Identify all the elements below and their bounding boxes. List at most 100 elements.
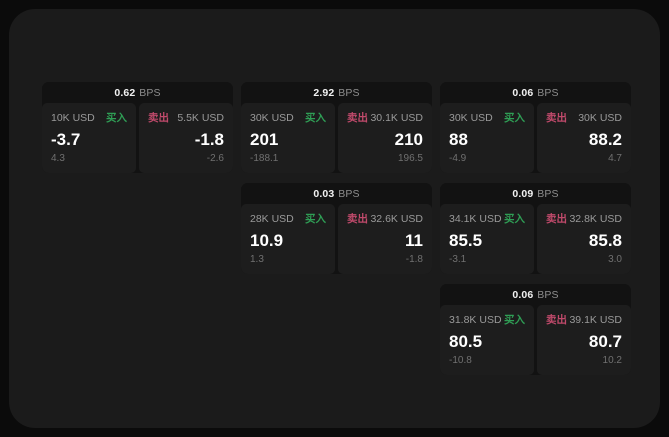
sell-tag[interactable]: 卖出 (546, 314, 567, 326)
buy-side-header: 10K USD 买入 (51, 111, 127, 125)
sell-side-panel[interactable]: 卖出 5.5K USD -1.8 -2.6 (139, 103, 233, 173)
buy-side-header: 34.1K USD 买入 (449, 212, 525, 226)
sell-secondary-value: 4.7 (608, 153, 622, 164)
sell-secondary-value: 10.2 (602, 355, 622, 366)
bps-unit-label: BPS (338, 187, 360, 200)
card-body: 31.8K USD 买入 80.5 -10.8 卖出 39.1K USD 80.7 10.2 (440, 305, 631, 375)
bps-value: 0.62 (114, 86, 136, 99)
sell-size-label: 30.1K USD (370, 111, 423, 124)
sell-tag[interactable]: 卖出 (546, 213, 567, 225)
spread-cards-board: 0.62 BPS 10K USD 买入 -3.7 4.3 卖出 5.5K USD -1.8 -2.… (38, 82, 635, 375)
buy-side-panel[interactable]: 34.1K USD 买入 85.5 -3.1 (440, 204, 534, 274)
sell-price: -1.8 (194, 130, 224, 149)
sell-tag[interactable]: 卖出 (148, 112, 169, 124)
buy-price: 85.5 (449, 231, 483, 250)
buy-size-label: 30K USD (250, 111, 294, 124)
buy-secondary-value: -188.1 (250, 153, 279, 164)
buy-side-panel[interactable]: 28K USD 买入 10.9 1.3 (241, 204, 335, 274)
bps-value: 0.06 (512, 86, 534, 99)
buy-side-header: 31.8K USD 买入 (449, 313, 525, 327)
card-bps-header: 0.06 BPS (440, 82, 631, 103)
bps-unit-label: BPS (537, 187, 559, 200)
buy-size-label: 31.8K USD (449, 313, 502, 326)
buy-side-header: 30K USD 买入 (250, 111, 326, 125)
sell-secondary-value: -2.6 (206, 153, 224, 164)
card-body: 28K USD 买入 10.9 1.3 卖出 32.6K USD 11 -1.8 (241, 204, 432, 274)
spread-card[interactable]: 0.09 BPS 34.1K USD 买入 85.5 -3.1 卖出 32.8K USD 85.… (440, 183, 631, 274)
sell-secondary-value: -1.8 (405, 254, 423, 265)
buy-tag[interactable]: 买入 (504, 314, 525, 326)
sell-tag[interactable]: 卖出 (347, 112, 368, 124)
buy-size-label: 28K USD (250, 212, 294, 225)
buy-side-header: 30K USD 买入 (449, 111, 525, 125)
sell-price: 85.8 (588, 231, 622, 250)
buy-tag[interactable]: 买入 (305, 213, 326, 225)
spread-card[interactable]: 0.03 BPS 28K USD 买入 10.9 1.3 卖出 32.6K USD 11 -1.8 (241, 183, 432, 274)
bps-value: 0.06 (512, 288, 534, 301)
buy-tag[interactable]: 买入 (504, 213, 525, 225)
sell-size-label: 32.8K USD (569, 212, 622, 225)
buy-secondary-value: 4.3 (51, 153, 65, 164)
sell-price: 88.2 (588, 130, 622, 149)
buy-side-panel[interactable]: 31.8K USD 买入 80.5 -10.8 (440, 305, 534, 375)
sell-side-panel[interactable]: 卖出 30K USD 88.2 4.7 (537, 103, 631, 173)
spread-card[interactable]: 0.62 BPS 10K USD 买入 -3.7 4.3 卖出 5.5K USD -1.8 -2.… (42, 82, 233, 173)
sell-size-label: 5.5K USD (177, 111, 224, 124)
sell-price: 80.7 (588, 332, 622, 351)
sell-price: 11 (405, 231, 423, 250)
bps-value: 0.03 (313, 187, 335, 200)
sell-side-panel[interactable]: 卖出 30.1K USD 210 196.5 (338, 103, 432, 173)
buy-side-header: 28K USD 买入 (250, 212, 326, 226)
spread-card[interactable]: 0.06 BPS 31.8K USD 买入 80.5 -10.8 卖出 39.1K USD 80… (440, 284, 631, 375)
sell-size-label: 39.1K USD (569, 313, 622, 326)
sell-price: 210 (394, 130, 423, 149)
buy-size-label: 10K USD (51, 111, 95, 124)
sell-side-header: 卖出 5.5K USD (148, 111, 224, 125)
buy-secondary-value: -4.9 (449, 153, 467, 164)
bps-unit-label: BPS (537, 288, 559, 301)
card-body: 30K USD 买入 201 -188.1 卖出 30.1K USD 210 196.5 (241, 103, 432, 173)
card-bps-header: 0.06 BPS (440, 284, 631, 305)
bps-unit-label: BPS (139, 86, 161, 99)
buy-secondary-value: -3.1 (449, 254, 467, 265)
column-right: 0.06 BPS 30K USD 买入 88 -4.9 卖出 30K USD 88.2 4.7 0.… (436, 82, 635, 375)
buy-tag[interactable]: 买入 (305, 112, 326, 124)
buy-side-panel[interactable]: 10K USD 买入 -3.7 4.3 (42, 103, 136, 173)
buy-size-label: 34.1K USD (449, 212, 502, 225)
sell-secondary-value: 196.5 (397, 153, 423, 164)
card-bps-header: 0.09 BPS (440, 183, 631, 204)
column-middle: 2.92 BPS 30K USD 买入 201 -188.1 卖出 30.1K USD 210 1… (237, 82, 436, 274)
sell-side-header: 卖出 39.1K USD (546, 313, 622, 327)
sell-tag[interactable]: 卖出 (347, 213, 368, 225)
buy-price: 201 (250, 130, 279, 149)
card-body: 30K USD 买入 88 -4.9 卖出 30K USD 88.2 4.7 (440, 103, 631, 173)
sell-secondary-value: 3.0 (608, 254, 622, 265)
buy-side-panel[interactable]: 30K USD 买入 201 -188.1 (241, 103, 335, 173)
buy-tag[interactable]: 买入 (106, 112, 127, 124)
card-body: 10K USD 买入 -3.7 4.3 卖出 5.5K USD -1.8 -2.6 (42, 103, 233, 173)
bps-value: 0.09 (512, 187, 534, 200)
buy-tag[interactable]: 买入 (504, 112, 525, 124)
sell-side-header: 卖出 32.6K USD (347, 212, 423, 226)
buy-size-label: 30K USD (449, 111, 493, 124)
spread-card[interactable]: 0.06 BPS 30K USD 买入 88 -4.9 卖出 30K USD 88.2 4.7 (440, 82, 631, 173)
sell-side-panel[interactable]: 卖出 32.6K USD 11 -1.8 (338, 204, 432, 274)
bps-value: 2.92 (313, 86, 335, 99)
column-left: 0.62 BPS 10K USD 买入 -3.7 4.3 卖出 5.5K USD -1.8 -2.… (38, 82, 237, 173)
buy-side-panel[interactable]: 30K USD 买入 88 -4.9 (440, 103, 534, 173)
bps-unit-label: BPS (338, 86, 360, 99)
buy-price: 88 (449, 130, 468, 149)
sell-side-header: 卖出 30K USD (546, 111, 622, 125)
buy-secondary-value: -10.8 (449, 355, 472, 366)
sell-size-label: 30K USD (578, 111, 622, 124)
buy-price: 10.9 (250, 231, 284, 250)
spread-card[interactable]: 2.92 BPS 30K USD 买入 201 -188.1 卖出 30.1K USD 210 1… (241, 82, 432, 173)
sell-side-panel[interactable]: 卖出 39.1K USD 80.7 10.2 (537, 305, 631, 375)
card-body: 34.1K USD 买入 85.5 -3.1 卖出 32.8K USD 85.8 3.0 (440, 204, 631, 274)
sell-side-header: 卖出 30.1K USD (347, 111, 423, 125)
sell-tag[interactable]: 卖出 (546, 112, 567, 124)
sell-side-panel[interactable]: 卖出 32.8K USD 85.8 3.0 (537, 204, 631, 274)
app-panel: 0.62 BPS 10K USD 买入 -3.7 4.3 卖出 5.5K USD -1.8 -2.… (9, 9, 660, 428)
buy-price: 80.5 (449, 332, 483, 351)
bps-unit-label: BPS (537, 86, 559, 99)
